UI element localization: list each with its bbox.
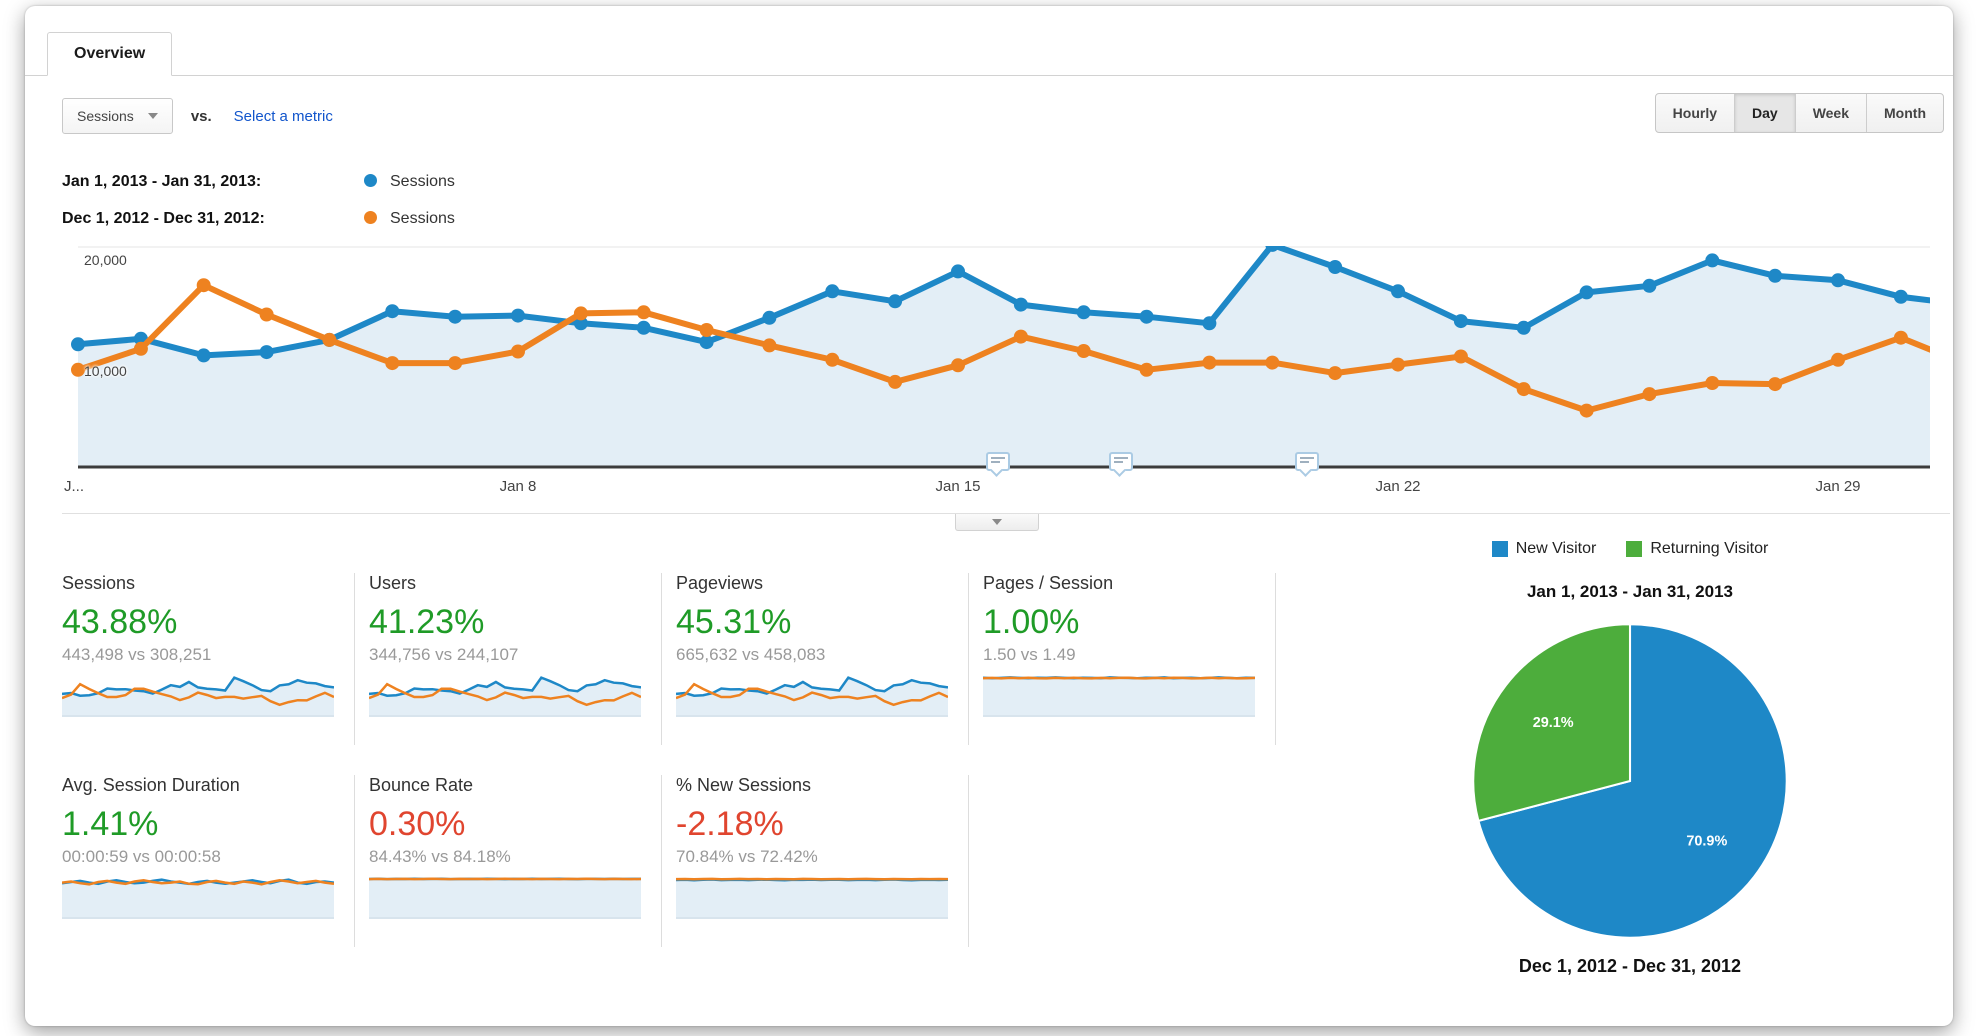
chevron-down-icon xyxy=(992,519,1002,530)
series-color-dot xyxy=(364,174,377,187)
pie-title-previous-period: Dec 1, 2012 - Dec 31, 2012 xyxy=(1518,956,1742,976)
granularity-hourly-button[interactable]: Hourly xyxy=(1672,105,1717,121)
metric-comparison: 665,632 vs 458,083 xyxy=(676,645,826,664)
pie-slice-new-visitor[interactable] xyxy=(1477,623,1788,939)
legend-row: Dec 1, 2012 - Dec 31, 2012: Sessions xyxy=(62,210,455,228)
chart-expander-handle[interactable] xyxy=(955,514,1039,531)
metric-change-pct: 0.30% xyxy=(369,805,466,843)
legend-date-range: Dec 1, 2012 - Dec 31, 2012: xyxy=(62,210,265,227)
metric-change-pct: 41.23% xyxy=(369,603,485,641)
x-axis-label: Jan 8 xyxy=(499,478,537,495)
metric-comparison: 344,756 vs 244,107 xyxy=(369,645,519,664)
analytics-overview-panel: Overview Sessions vs. Select a metric Ho… xyxy=(25,6,1953,1026)
metric-change-pct: 45.31% xyxy=(676,603,792,641)
metric-card-title: Sessions xyxy=(62,573,136,593)
timeline-rule xyxy=(62,513,1950,514)
metric-change-pct: 43.88% xyxy=(62,603,178,641)
legend-swatch-icon xyxy=(1491,541,1508,557)
granularity-toggle: Hourly Day Week Month xyxy=(1654,93,1944,133)
metric-card-title: Pages / Session xyxy=(983,573,1114,593)
sparkline xyxy=(62,878,334,919)
metric-card-title: Avg. Session Duration xyxy=(62,775,240,795)
metric-change-pct: 1.00% xyxy=(983,603,1080,641)
pie-legend: New Visitor Returning Visitor xyxy=(1380,540,1880,558)
metric-card-avg-session-duration: Avg. Session Duration 1.41% 00:00:59 vs 00… xyxy=(62,775,355,947)
sessions-chart: 20,000 10,000 J... Jan 8 Jan 15 Jan 22 Jan 29 xyxy=(62,246,1950,538)
legend-metric-label: Sessions xyxy=(390,210,455,227)
sparkline xyxy=(369,877,641,919)
y-axis-label: 10,000 xyxy=(84,363,127,379)
x-axis-label: J... xyxy=(64,478,85,495)
metric-comparison: 70.84% vs 72.42% xyxy=(676,847,818,866)
metric-card-sessions: Sessions 43.88% 443,498 vs 308,251 xyxy=(62,573,355,745)
metric-card-users: Users 41.23% 344,756 vs 244,107 xyxy=(369,573,662,745)
metric-card-title: % New Sessions xyxy=(676,775,812,795)
metric-cards-row: Sessions 43.88% 443,498 vs 308,251 Users 41.… xyxy=(62,573,1312,745)
metric-comparison: 84.43% vs 84.18% xyxy=(369,847,511,866)
sparkline xyxy=(369,676,641,717)
sparkline xyxy=(676,877,948,919)
metric-selector-value: Sessions xyxy=(77,108,134,124)
granularity-day-button[interactable]: Day xyxy=(1734,94,1795,132)
pie-legend-item-returning-visitor: Returning Visitor xyxy=(1626,540,1768,558)
tab-bar: Overview xyxy=(25,6,1953,76)
chevron-down-icon xyxy=(147,113,158,124)
metric-card-pages-session: Pages / Session 1.00% 1.50 vs 1.49 xyxy=(983,573,1276,745)
metric-selector-dropdown[interactable]: Sessions xyxy=(62,98,173,134)
series-color-dot xyxy=(364,211,377,224)
metric-cards: Sessions 43.88% 443,498 vs 308,251 Users 41.… xyxy=(62,573,1312,947)
plot-area xyxy=(62,246,1930,478)
metric-change-pct: 1.41% xyxy=(62,805,159,843)
metric-card-title: Pageviews xyxy=(676,573,764,593)
legend-metric-label: Sessions xyxy=(390,173,455,190)
annotation-marker-icon[interactable] xyxy=(986,452,1010,477)
chart-controls: Sessions vs. Select a metric Hourly Day We… xyxy=(62,92,1944,140)
legend-swatch-icon xyxy=(1626,541,1643,557)
y-axis-label: 20,000 xyxy=(84,252,127,268)
legend-date-range: Jan 1, 2013 - Jan 31, 2013: xyxy=(62,173,262,190)
metric-card-title: Bounce Rate xyxy=(369,775,474,795)
visitor-type-panel: New Visitor Returning Visitor Jan 1, 2013… xyxy=(1380,540,1880,977)
sessions-timeseries-plot[interactable] xyxy=(71,246,1930,473)
vs-label: vs. xyxy=(190,107,212,125)
x-axis-label: Jan 29 xyxy=(1815,478,1861,495)
x-axis-label: Jan 15 xyxy=(935,478,981,495)
metric-comparison: 00:00:59 vs 00:00:58 xyxy=(62,847,221,866)
pie-slice-value: 70.9% xyxy=(1686,833,1727,849)
x-axis-label: Jan 22 xyxy=(1375,478,1421,495)
metric-card-bounce-rate: Bounce Rate 0.30% 84.43% vs 84.18% xyxy=(369,775,662,947)
metric-comparison: 1.50 vs 1.49 xyxy=(983,645,1076,664)
visitor-pie-chart: 70.9% 29.1% xyxy=(1380,616,1880,946)
legend-row: Jan 1, 2013 - Jan 31, 2013: Sessions xyxy=(62,173,455,191)
annotation-marker-icon[interactable] xyxy=(1109,452,1133,477)
pie-slice-value: 29.1% xyxy=(1533,715,1574,731)
select-a-metric-link[interactable]: Select a metric xyxy=(233,107,333,125)
metric-comparison: 443,498 vs 308,251 xyxy=(62,645,212,664)
sparkline xyxy=(983,676,1255,717)
metric-card-new-sessions: % New Sessions -2.18% 70.84% vs 72.42% xyxy=(676,775,969,947)
annotation-marker-icon[interactable] xyxy=(1295,452,1319,477)
pie-title-current-period: Jan 1, 2013 - Jan 31, 2013 xyxy=(1526,582,1734,601)
pie-legend-item-new-visitor: New Visitor xyxy=(1491,540,1596,558)
granularity-month-button[interactable]: Month xyxy=(1866,94,1943,132)
tab-overview[interactable]: Overview xyxy=(47,32,173,76)
metric-cards-row: Avg. Session Duration 1.41% 00:00:59 vs 00… xyxy=(62,775,1312,947)
metric-change-pct: -2.18% xyxy=(676,805,784,843)
sparkline xyxy=(676,676,948,717)
granularity-week-button[interactable]: Week xyxy=(1794,94,1866,132)
sparkline xyxy=(62,676,334,717)
metric-card-title: Users xyxy=(369,573,417,593)
metric-card-pageviews: Pageviews 45.31% 665,632 vs 458,083 xyxy=(676,573,969,745)
pie-slice-returning-visitor[interactable] xyxy=(1472,623,1632,823)
